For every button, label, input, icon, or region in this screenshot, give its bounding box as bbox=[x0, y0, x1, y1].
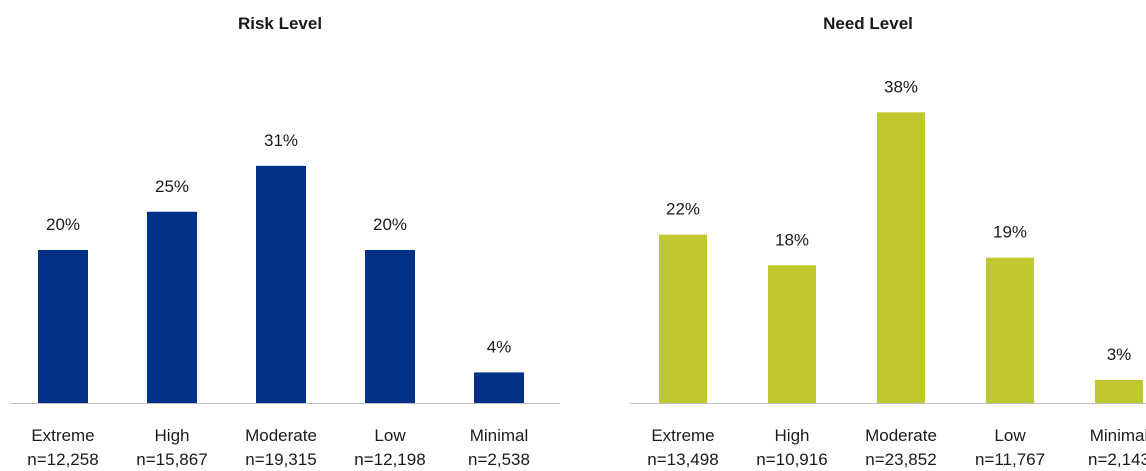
count-label: n=23,852 bbox=[865, 450, 936, 469]
need-level-plot: 22% Extreme n=13,498 18% High n=10,916 38% Mode… bbox=[630, 77, 1146, 469]
data-label: 4% bbox=[487, 337, 512, 356]
chart-title: Risk Level bbox=[237, 14, 323, 33]
count-label: n=15,867 bbox=[136, 450, 207, 469]
data-label: 19% bbox=[993, 223, 1027, 242]
count-label: n=2,538 bbox=[468, 450, 530, 469]
category-label: High bbox=[155, 426, 190, 445]
bar-high bbox=[768, 265, 816, 403]
need-level-chart: Need Level 22% Extreme n=13,498 18% High n=10… bbox=[590, 0, 1146, 471]
count-label: n=12,258 bbox=[27, 450, 98, 469]
data-label: 18% bbox=[775, 230, 809, 249]
bar-moderate bbox=[256, 165, 306, 403]
count-label: n=2,143 bbox=[1088, 450, 1146, 469]
count-label: n=11,767 bbox=[975, 450, 1045, 469]
category-label: Extreme bbox=[651, 426, 714, 445]
data-label: 38% bbox=[884, 77, 918, 96]
bar-low bbox=[986, 257, 1034, 403]
count-label: n=13,498 bbox=[647, 450, 718, 469]
data-label: 20% bbox=[46, 215, 80, 234]
data-label: 31% bbox=[264, 131, 298, 150]
category-label: Moderate bbox=[245, 426, 317, 445]
category-label: Low bbox=[374, 426, 406, 445]
count-label: n=19,315 bbox=[245, 450, 316, 469]
bar-high bbox=[147, 211, 197, 403]
data-label: 20% bbox=[373, 215, 407, 234]
bar-extreme bbox=[659, 234, 707, 403]
risk-level-plot: 20% Extreme n=12,258 25% High n=15,867 31% Mode… bbox=[10, 131, 560, 469]
count-label: n=12,198 bbox=[354, 450, 425, 469]
data-label: 3% bbox=[1107, 345, 1132, 364]
bar-extreme bbox=[38, 250, 88, 403]
bar-moderate bbox=[877, 112, 925, 404]
count-label: n=10,916 bbox=[756, 450, 827, 469]
category-label: Minimal bbox=[1090, 426, 1146, 445]
category-label: High bbox=[775, 426, 810, 445]
chart-title: Need Level bbox=[823, 14, 913, 33]
category-label: Moderate bbox=[865, 426, 937, 445]
bar-minimal bbox=[1095, 380, 1143, 403]
data-label: 25% bbox=[155, 177, 189, 196]
risk-level-chart: Risk Level 20% Extreme n=12,258 25% High n=15… bbox=[0, 0, 560, 471]
category-label: Low bbox=[994, 426, 1026, 445]
category-label: Extreme bbox=[31, 426, 94, 445]
category-label: Minimal bbox=[470, 426, 529, 445]
data-label: 22% bbox=[666, 200, 700, 219]
bar-low bbox=[365, 250, 415, 403]
bar-minimal bbox=[474, 372, 524, 403]
